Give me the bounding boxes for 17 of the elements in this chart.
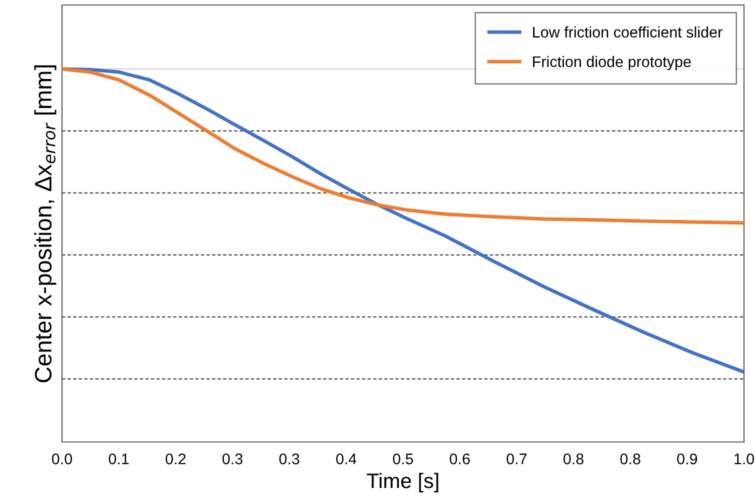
x-tick-label: 0.0 [52, 454, 72, 464]
x-tick-label: 0.7 [506, 454, 527, 464]
x-axis-title: Time [s] [366, 472, 438, 492]
x-tick-label: 0.4 [336, 454, 356, 464]
x-tick-label: 0.2 [166, 454, 186, 464]
x-tick-label: 0.3 [279, 454, 300, 464]
x-tick-label: 0.5 [392, 454, 413, 464]
legend-label: Friction diode prototype [533, 56, 691, 70]
x-tick-label: 0.1 [108, 454, 129, 464]
y-axis-title: Center x-position, Δx$_{error}$ [mm] [34, 65, 56, 382]
legend-label: Low friction coefficient slider [533, 26, 722, 38]
x-tick-label: 1.0 [734, 454, 754, 464]
x-tick-label: 0.6 [450, 454, 470, 464]
x-tick-label: 0.8 [620, 454, 640, 464]
x-tick-label: 0.3 [222, 454, 242, 464]
x-tick-label: 0.8 [563, 454, 584, 464]
x-tick-label: 0.9 [677, 454, 698, 464]
